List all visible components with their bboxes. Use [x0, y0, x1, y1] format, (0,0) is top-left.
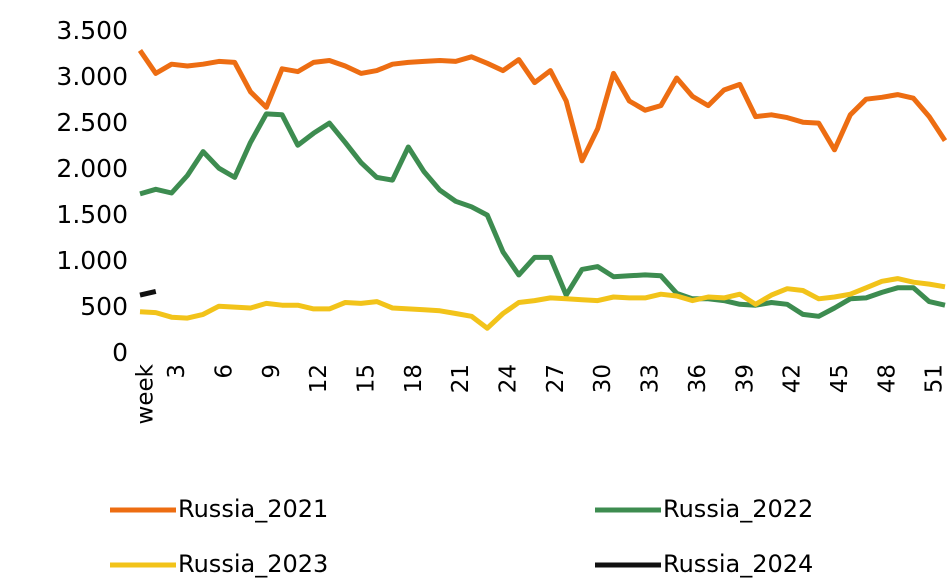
x-tick-label: 30 — [590, 364, 616, 393]
y-tick-label: 2.000 — [56, 154, 128, 183]
x-tick-label: 42 — [780, 364, 806, 393]
y-tick-label: 3.000 — [56, 62, 128, 91]
x-tick-label: week — [133, 363, 159, 424]
series-line — [139, 111, 946, 319]
legend-label: Russia_2024 — [663, 550, 813, 578]
x-tick-label: 48 — [874, 364, 900, 393]
x-tick-label: 15 — [353, 364, 379, 393]
x-tick-label: 39 — [732, 364, 758, 393]
x-tick-label: 6 — [211, 364, 237, 379]
x-tick-label: 9 — [259, 364, 285, 379]
legend-label: Russia_2023 — [178, 550, 328, 578]
series-line — [139, 288, 157, 298]
y-tick-label: 500 — [80, 292, 128, 321]
y-tick-label: 3.500 — [56, 16, 128, 45]
x-tick-label: 18 — [401, 364, 427, 393]
x-tick-label: 33 — [638, 364, 664, 393]
x-tick-label: 3 — [164, 364, 190, 379]
x-tick-label: 27 — [543, 364, 569, 393]
y-tick-label: 0 — [112, 338, 128, 367]
y-tick-label: 1.500 — [56, 200, 128, 229]
series-line — [137, 48, 948, 164]
x-tick-label: 12 — [306, 364, 332, 393]
x-tick-label: 36 — [685, 364, 711, 393]
series-line — [139, 276, 946, 331]
legend-label: Russia_2022 — [663, 495, 813, 523]
y-tick-label: 1.000 — [56, 246, 128, 275]
x-tick-label: 45 — [827, 364, 853, 393]
y-tick-label: 2.500 — [56, 108, 128, 137]
x-tick-label: 21 — [448, 364, 474, 393]
x-tick-label: 51 — [922, 364, 948, 393]
legend-label: Russia_2021 — [178, 495, 328, 523]
x-tick-label: 24 — [496, 364, 522, 393]
